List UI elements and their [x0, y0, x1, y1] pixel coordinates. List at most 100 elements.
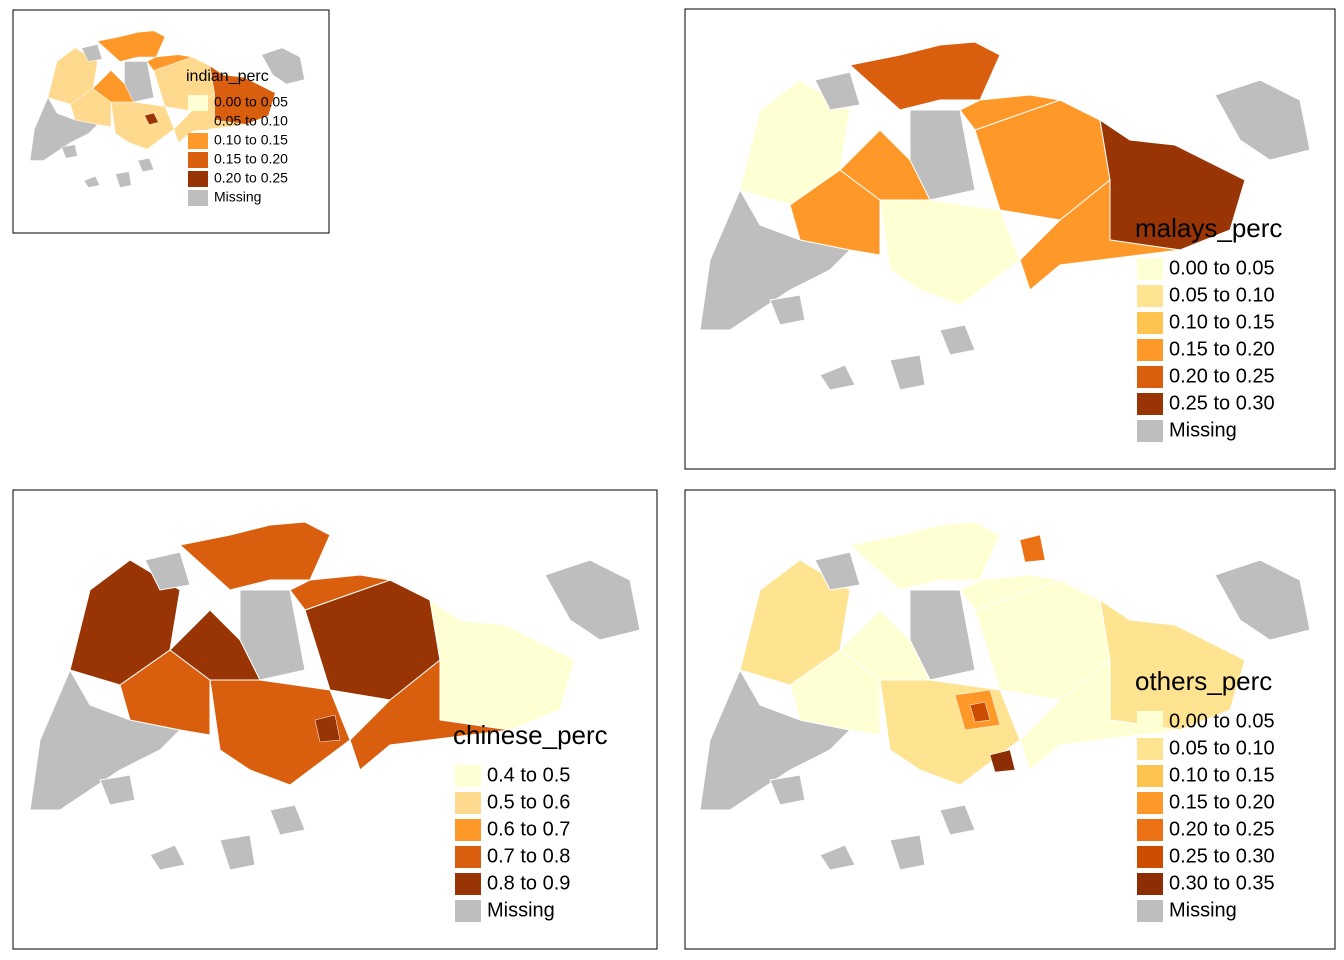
map-region [314, 714, 341, 743]
map-region [124, 61, 155, 103]
map-area-missing [137, 157, 155, 173]
map-area-missing [939, 324, 976, 356]
map-region [1019, 178, 1181, 291]
map-area-missing [889, 834, 926, 871]
legend-label: 0.10 to 0.15 [1169, 764, 1275, 786]
map-region [97, 30, 166, 62]
legend-label: 0.05 to 0.10 [1169, 737, 1275, 759]
legend-swatch [188, 152, 208, 168]
map-area-missing [115, 171, 132, 188]
map-area-missing [1214, 79, 1311, 161]
legend-swatch [455, 792, 481, 814]
legend-label: 0.05 to 0.10 [214, 113, 288, 129]
legend-swatch [1137, 792, 1163, 814]
map-panel: indian_perc 0.00 to 0.05 0.05 to 0.10 0.10 … [12, 9, 330, 234]
legend-swatch [455, 873, 481, 895]
legend-title: chinese_perc [453, 720, 608, 750]
map-region [814, 551, 861, 591]
legend-title: malays_perc [1135, 213, 1282, 243]
map-panel: others_perc 0.00 to 0.05 0.05 to 0.10 0.10 … [684, 489, 1336, 950]
map-region [969, 701, 991, 723]
map-region [289, 574, 391, 611]
legend-label: 0.8 to 0.9 [487, 872, 570, 894]
legend-swatch [1137, 738, 1163, 760]
map-region [169, 609, 261, 681]
map-region [349, 658, 511, 771]
map-area-missing [269, 804, 306, 836]
legend-swatch [1137, 339, 1163, 361]
legend-label: 0.00 to 0.05 [214, 94, 288, 110]
map-region [92, 70, 134, 103]
legend-label: 0.20 to 0.25 [1169, 365, 1275, 387]
legend-label: 0.25 to 0.30 [1169, 845, 1275, 867]
legend-label: Missing [214, 189, 261, 205]
map [699, 521, 1311, 871]
legend-swatch [1137, 393, 1163, 415]
map-region [959, 94, 1061, 131]
map-region [848, 41, 1001, 111]
legend-label: 0.30 to 0.35 [1169, 872, 1275, 894]
legend-label: 0.5 to 0.6 [487, 791, 570, 813]
map-area-missing [99, 774, 136, 806]
map-region [839, 609, 931, 681]
legend-swatch [188, 114, 208, 130]
map-region [1019, 534, 1046, 563]
map-area-missing [83, 175, 101, 188]
legend-swatch [1137, 366, 1163, 388]
legend-title: indian_perc [186, 68, 269, 85]
map-area-missing [1214, 559, 1311, 641]
map-region [239, 589, 306, 681]
map-region [814, 71, 861, 111]
map-area-missing [261, 47, 305, 85]
map-area-missing [819, 844, 856, 871]
legend-label: 0.05 to 0.10 [1169, 284, 1275, 306]
map-region [839, 129, 931, 201]
legend-swatch [455, 846, 481, 868]
map-region [909, 109, 976, 201]
map-area-missing [819, 364, 856, 391]
map-region [959, 574, 1061, 611]
legend-label: 0.20 to 0.25 [1169, 818, 1275, 840]
map-area-missing [889, 354, 926, 391]
legend-label: 0.15 to 0.20 [1169, 791, 1275, 813]
map-region [848, 521, 1001, 591]
legend-title: others_perc [1135, 666, 1272, 696]
legend-swatch [1137, 900, 1163, 922]
legend-label: Missing [487, 899, 555, 921]
map-region [110, 101, 175, 150]
map-region [1019, 658, 1181, 771]
legend-swatch [1137, 711, 1163, 733]
legend-swatch [455, 819, 481, 841]
map-region [81, 44, 103, 62]
map-area-missing [149, 844, 186, 871]
map-area-missing [219, 834, 256, 871]
legend-swatch [1137, 819, 1163, 841]
map-area-missing [769, 294, 806, 326]
legend-label: 0.15 to 0.20 [1169, 338, 1275, 360]
legend-label: 0.10 to 0.15 [214, 132, 288, 148]
legend-label: 0.4 to 0.5 [487, 764, 570, 786]
map [29, 30, 305, 188]
map-area-missing [939, 804, 976, 836]
map-area-missing [544, 559, 641, 641]
legend-label: Missing [1169, 419, 1237, 441]
legend-label: 0.00 to 0.05 [1169, 710, 1275, 732]
legend-label: 0.7 to 0.8 [487, 845, 570, 867]
legend-swatch [1137, 420, 1163, 442]
legend-label: 0.15 to 0.20 [214, 151, 288, 167]
map [699, 41, 1311, 391]
legend-swatch [188, 95, 208, 111]
legend-label: 0.25 to 0.30 [1169, 392, 1275, 414]
map-panel: chinese_perc 0.4 to 0.5 0.5 to 0.6 0.6 to 0… [12, 489, 658, 950]
legend-swatch [1137, 846, 1163, 868]
legend-label: 0.20 to 0.25 [214, 170, 288, 186]
map-area-missing [769, 774, 806, 806]
map-region [146, 54, 193, 71]
legend-swatch [1137, 312, 1163, 334]
map-region [879, 199, 1021, 306]
legend-swatch [455, 765, 481, 787]
legend-swatch [1137, 258, 1163, 280]
map-region [144, 551, 191, 591]
